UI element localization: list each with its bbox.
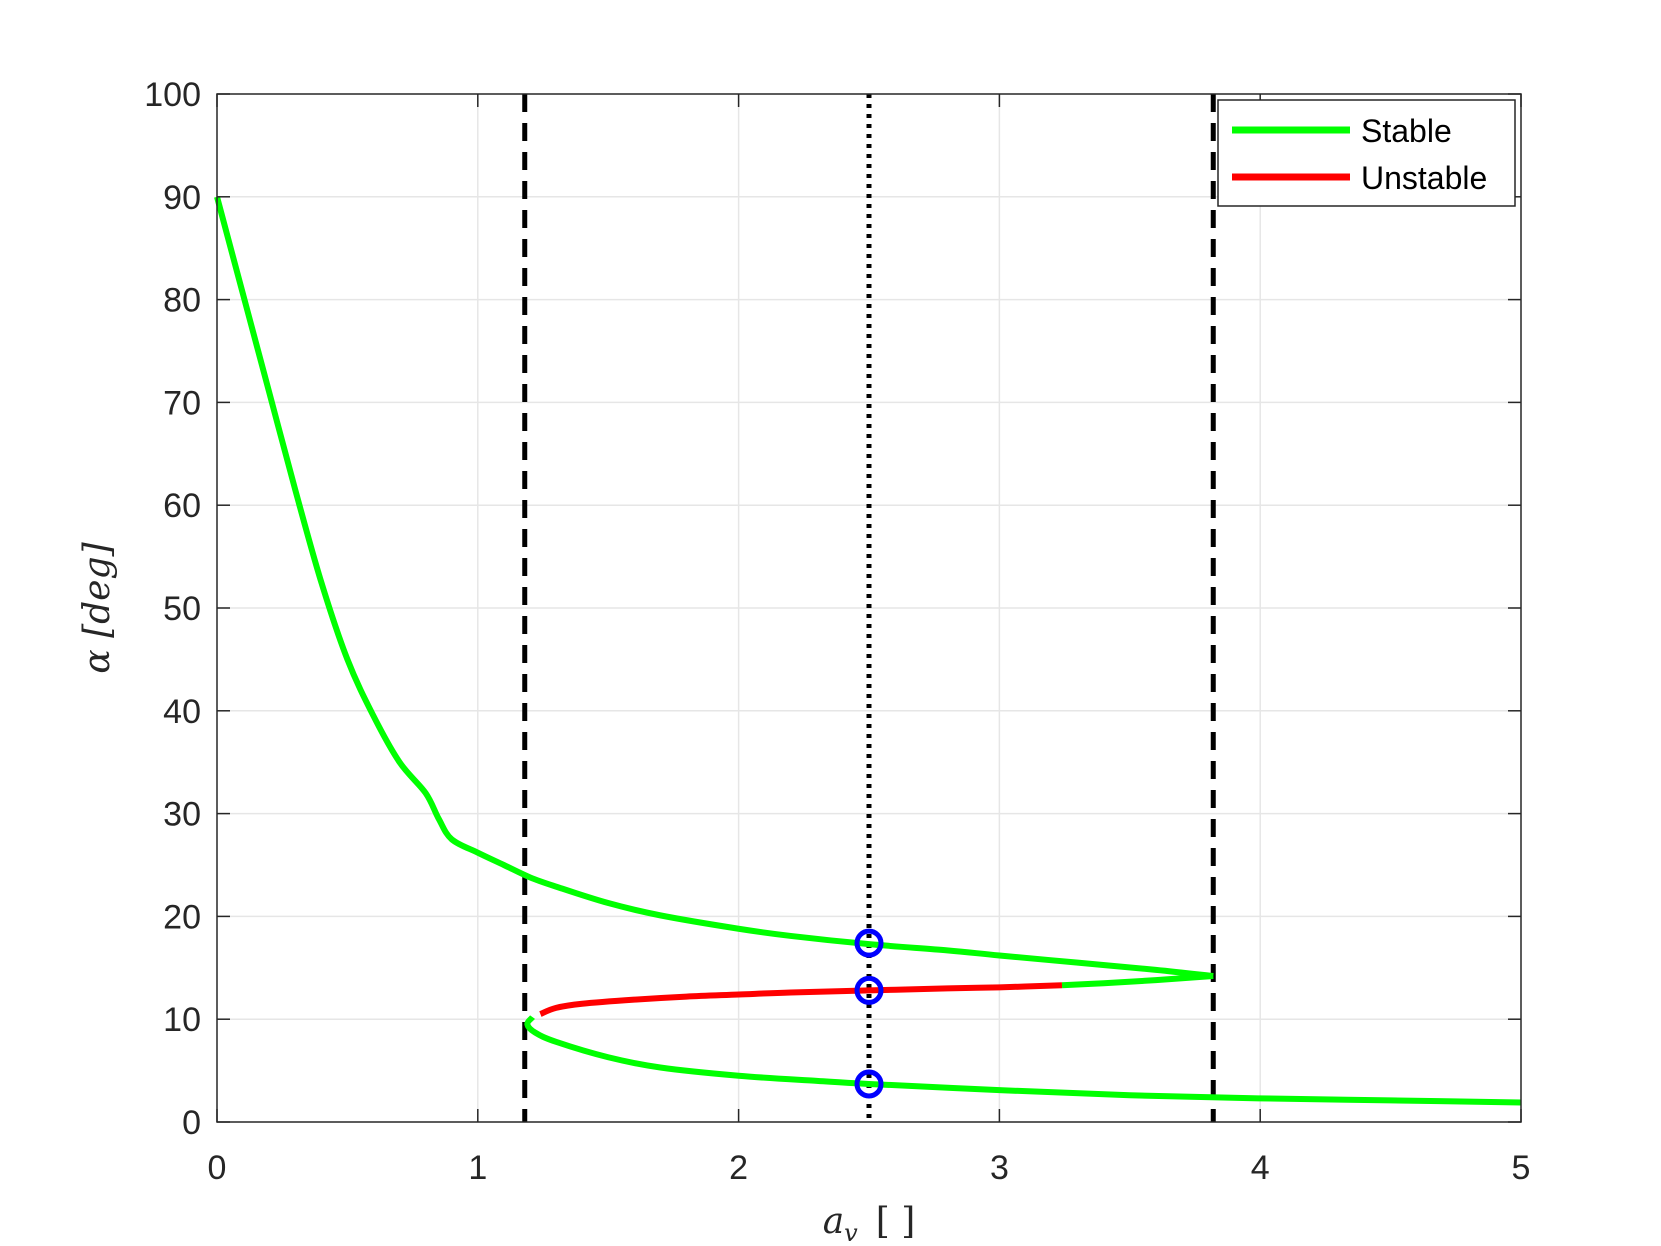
series-group (214, 196, 1522, 1106)
series-stable-line (1061, 973, 1214, 989)
equilibrium-marker (854, 1069, 884, 1099)
y-tick-label: 50 (163, 590, 201, 628)
equilibrium-marker (854, 975, 884, 1005)
y-tick-label: 40 (163, 693, 201, 731)
x-tick-label: 3 (990, 1149, 1009, 1187)
x-tick-label: 2 (729, 1149, 748, 1187)
y-tick-label: 10 (163, 1001, 201, 1039)
x-tick-label: 4 (1251, 1149, 1270, 1187)
x-axis-label: av[ ] (823, 1201, 916, 1246)
legend: Stable Unstable (1217, 99, 1516, 207)
legend-label-stable: Stable (1361, 113, 1452, 149)
x-tick-label: 5 (1512, 1149, 1531, 1187)
y-tick-label: 30 (163, 796, 201, 834)
y-tick-label: 70 (163, 384, 201, 422)
grid (217, 94, 1521, 1122)
x-tick-label: 1 (468, 1149, 487, 1187)
markers-group (854, 928, 884, 1099)
y-tick-label: 0 (182, 1104, 201, 1142)
y-tick-label: 100 (144, 76, 201, 114)
series-unstable-line (539, 982, 1063, 1017)
series-stable-line (214, 196, 1214, 980)
ticks (216, 93, 1522, 1123)
equilibrium-marker (854, 928, 884, 958)
x-tick-label: 0 (208, 1149, 227, 1187)
y-tick-label: 20 (163, 898, 201, 936)
legend-box (1217, 99, 1516, 207)
y-tick-label: 90 (163, 179, 201, 217)
reference-lines (522, 94, 1216, 1122)
y-tick-label: 80 (163, 282, 201, 320)
legend-label-unstable: Unstable (1361, 160, 1487, 196)
y-tick-label: 60 (163, 487, 201, 525)
y-axis-label: α [deg] (77, 541, 118, 673)
series-stable-line (524, 1015, 1522, 1106)
